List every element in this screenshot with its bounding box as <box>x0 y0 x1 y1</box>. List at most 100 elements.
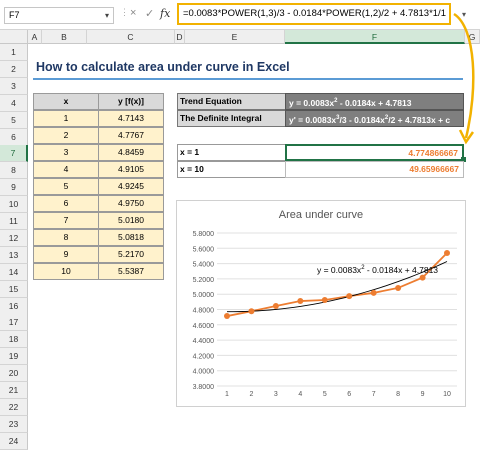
eq1-part-a: y = 0.0083x <box>289 97 335 108</box>
table-cell-y[interactable]: 4.9105 <box>98 161 164 178</box>
data-point <box>248 308 255 315</box>
table-cell-x[interactable]: 9 <box>33 246 99 263</box>
y-tick-label: 5.2000 <box>193 277 215 284</box>
table-header-y[interactable]: y [f(x)] <box>98 93 164 110</box>
row-header[interactable]: 21 <box>0 382 28 399</box>
chevron-down-icon[interactable]: ▾ <box>104 11 109 20</box>
table-cell-y[interactable]: 4.8459 <box>98 144 164 161</box>
row-header[interactable]: 13 <box>0 246 28 264</box>
table-cell-x[interactable]: 7 <box>33 212 99 229</box>
expand-formula-icon[interactable]: ▾ <box>462 10 467 19</box>
trend-label-a: y = 0.0083x <box>317 265 362 275</box>
result-label-x10: x = 10 <box>177 161 286 178</box>
row-header[interactable]: 18 <box>0 331 28 349</box>
enter-icon[interactable]: ✓ <box>145 8 155 20</box>
row-header[interactable]: 19 <box>0 348 28 366</box>
column-header[interactable]: C <box>87 30 175 44</box>
chart-title: Area under curve <box>278 209 364 221</box>
data-point <box>297 298 304 305</box>
row-header[interactable]: 20 <box>0 365 28 383</box>
table-cell-y[interactable]: 4.9245 <box>98 178 164 195</box>
eq2-part-b: /3 - 0.0184x <box>339 114 385 125</box>
y-tick-label: 3.8000 <box>193 384 215 391</box>
formula-input[interactable]: =0.0083*POWER(1,3)/3 - 0.0184*POWER(1,2)… <box>177 3 451 25</box>
row-header[interactable]: 1 <box>0 44 28 61</box>
table-cell-x[interactable]: 1 <box>33 110 99 127</box>
x-tick-label: 9 <box>421 391 425 398</box>
fill-handle[interactable] <box>461 157 466 162</box>
table-cell-y[interactable]: 4.7143 <box>98 110 164 127</box>
table-cell-y[interactable]: 5.2170 <box>98 246 164 263</box>
data-point <box>419 274 426 281</box>
table-cell-y[interactable]: 5.0180 <box>98 212 164 229</box>
table-cell-y[interactable]: 4.7767 <box>98 127 164 144</box>
eq1-sup: 2 <box>334 98 338 104</box>
row-header[interactable]: 11 <box>0 213 28 230</box>
row-header[interactable]: 24 <box>0 432 28 450</box>
table-cell-y[interactable]: 5.5387 <box>98 263 164 280</box>
row-header[interactable]: 22 <box>0 398 28 416</box>
definite-integral-label: The Definite Integral <box>177 110 286 127</box>
table-cell-x[interactable]: 3 <box>33 144 99 161</box>
y-tick-label: 4.0000 <box>193 369 215 376</box>
table-cell-y[interactable]: 5.0818 <box>98 229 164 246</box>
fx-icon[interactable]: fx <box>160 7 171 20</box>
select-all-corner[interactable] <box>0 30 28 44</box>
row-header[interactable]: 6 <box>0 128 28 146</box>
table-cell-y[interactable]: 4.9750 <box>98 195 164 212</box>
row-header[interactable]: 7 <box>0 145 28 163</box>
table-cell-x[interactable]: 5 <box>33 178 99 195</box>
series-line <box>226 252 448 317</box>
data-point <box>272 302 279 309</box>
column-header[interactable]: D <box>175 30 185 44</box>
table-cell-x[interactable]: 2 <box>33 127 99 144</box>
table-cell-x[interactable]: 6 <box>33 195 99 212</box>
row-header[interactable]: 9 <box>0 179 28 197</box>
chart-plot: 5.8000 5.6000 5.4000 5.2000 5.0000 4.8000 4.60… <box>193 231 457 398</box>
definite-integral-value[interactable]: y' = 0.0083x3/3 - 0.0184x2/2 + 4.7813x +… <box>285 110 464 127</box>
trend-equation-value[interactable]: y = 0.0083x2 - 0.0184x + 4.7813 <box>285 93 464 110</box>
trend-label-sup: 2 <box>361 265 365 272</box>
title-underline <box>33 78 463 80</box>
row-header[interactable]: 23 <box>0 415 28 433</box>
column-header[interactable]: B <box>42 30 87 44</box>
cancel-icon[interactable]: × <box>130 7 137 19</box>
table-header-x[interactable]: x <box>33 93 99 110</box>
row-header[interactable]: 16 <box>0 297 28 315</box>
table-cell-x[interactable]: 8 <box>33 229 99 246</box>
data-point <box>346 293 353 300</box>
x-tick-label: 7 <box>372 391 376 398</box>
row-header[interactable]: 2 <box>0 60 28 78</box>
column-header[interactable]: E <box>185 30 285 44</box>
row-header[interactable]: 3 <box>0 77 28 95</box>
eq2-sup2: 2 <box>384 115 389 121</box>
result-value-x1[interactable]: 4.774866667 <box>285 144 464 161</box>
x-tick-label: 3 <box>274 391 278 398</box>
table-cell-x[interactable]: 10 <box>33 263 99 280</box>
table-cell-x[interactable]: 4 <box>33 161 99 178</box>
column-header[interactable]: A <box>28 30 42 44</box>
data-point <box>395 284 402 291</box>
name-box[interactable]: F7 ▾ <box>4 7 114 24</box>
trend-equation-label: Trend Equation <box>177 93 286 110</box>
result-label-x1: x = 1 <box>177 144 286 161</box>
column-header[interactable]: F <box>285 30 465 44</box>
data-point <box>444 249 450 256</box>
row-header[interactable]: 14 <box>0 263 28 281</box>
row-header[interactable]: 4 <box>0 94 28 112</box>
row-header[interactable]: 8 <box>0 162 28 180</box>
eq2-part-c: /2 + 4.7813x + c <box>388 114 451 125</box>
data-point <box>224 313 230 320</box>
trendline <box>226 261 448 313</box>
chart[interactable]: Area under curve 5.8000 5.6000 5.4000 5.200… <box>176 200 466 407</box>
result-value-x10[interactable]: 49.65966667 <box>285 161 464 178</box>
eq1-part-b: - 0.0184x + 4.7813 <box>337 97 412 108</box>
row-header[interactable]: 17 <box>0 314 28 332</box>
eq2-sup3: 3 <box>336 115 340 121</box>
y-tick-label: 5.0000 <box>193 292 215 299</box>
data-point <box>370 289 377 296</box>
row-header[interactable]: 5 <box>0 111 28 129</box>
row-header[interactable]: 10 <box>0 196 28 214</box>
row-header[interactable]: 12 <box>0 229 28 247</box>
row-header[interactable]: 15 <box>0 280 28 298</box>
